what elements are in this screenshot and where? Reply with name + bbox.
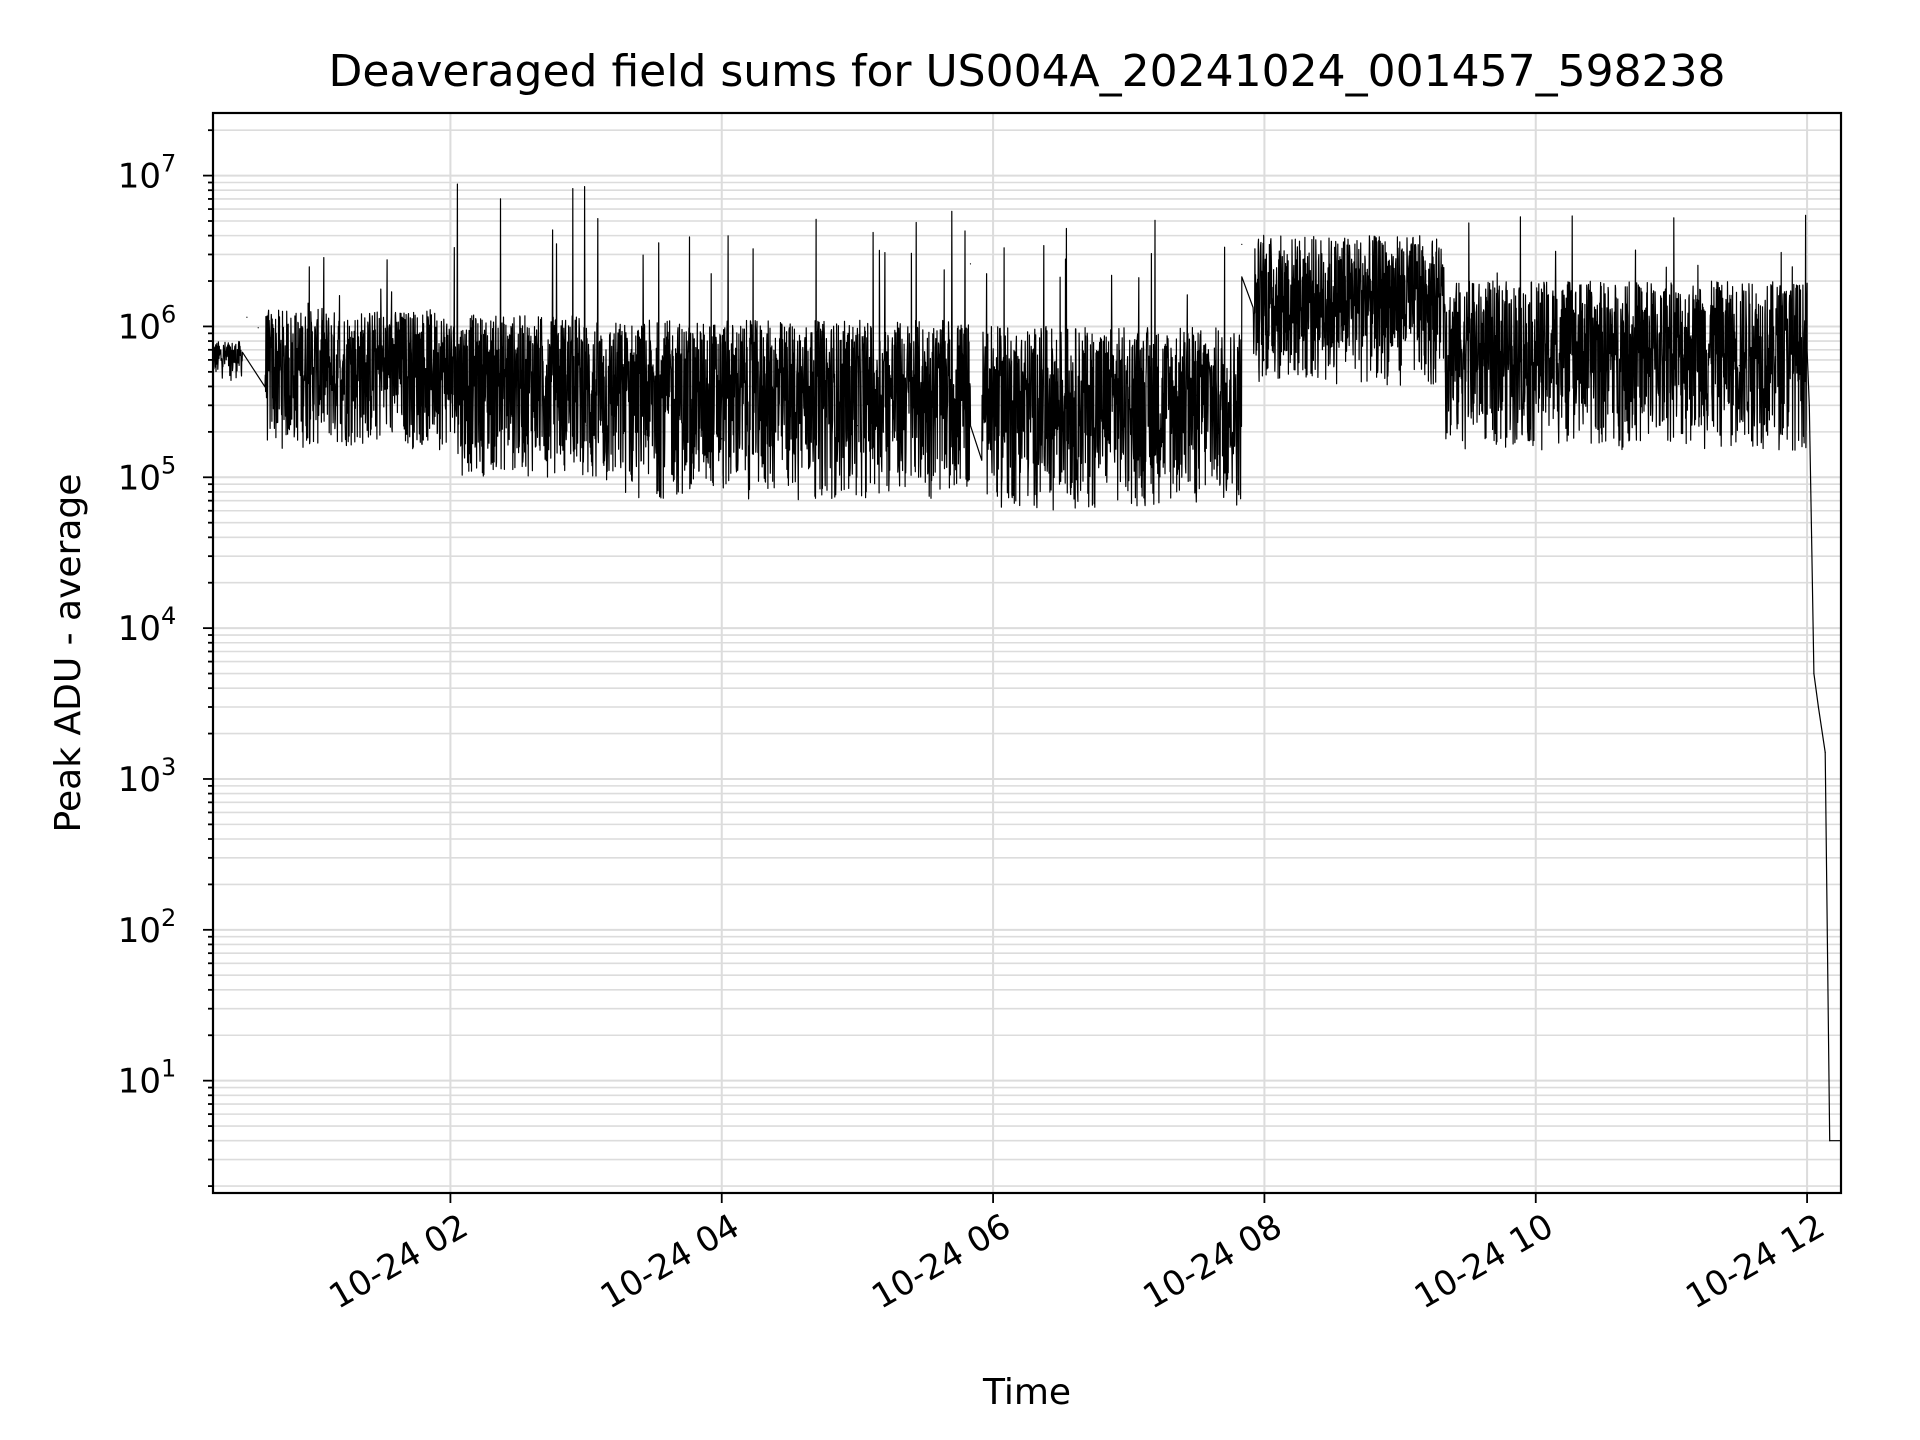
data-point: [235, 359, 237, 361]
y-tick-label: 102: [118, 904, 177, 951]
y-tick-label: 101: [118, 1055, 177, 1102]
data-point: [517, 404, 519, 406]
data-point: [1806, 349, 1808, 351]
data-point: [1808, 404, 1810, 406]
data-point: [585, 425, 587, 427]
data-point: [449, 378, 452, 380]
y-tick-label: 105: [118, 451, 177, 498]
data-point: [1602, 359, 1605, 361]
data-point: [1813, 672, 1815, 675]
data-point: [1399, 295, 1401, 297]
data-point: [1195, 394, 1198, 396]
x-axis-title: Time: [982, 1372, 1071, 1413]
data-point: [924, 409, 926, 411]
y-axis-title: Peak ADU - average: [48, 474, 89, 833]
grid: [213, 113, 1841, 1193]
data-point: [257, 327, 259, 329]
data-point: [246, 316, 248, 318]
data-point: [1535, 378, 1537, 380]
series-line: [212, 183, 1841, 1142]
data-point: [856, 425, 859, 427]
data-point: [1817, 706, 1819, 708]
data-point: [314, 349, 316, 351]
y-tick-label: 104: [118, 602, 177, 649]
data-point: [1128, 404, 1130, 406]
y-tick-label: 107: [118, 150, 177, 197]
data-point: [1263, 359, 1266, 361]
data-point: [1670, 359, 1673, 361]
data-point: [653, 431, 655, 433]
data-point: [1738, 365, 1740, 367]
data-point: [788, 431, 791, 433]
series-layer: [212, 183, 1842, 1142]
data-point: [1811, 536, 1813, 538]
data-point: [280, 363, 282, 366]
data-point: [1829, 1140, 1831, 1142]
data-point: [381, 357, 384, 359]
data-point: [1241, 243, 1243, 245]
chart-title: Deaveraged field sums for US004A_2024102…: [328, 46, 1725, 97]
data-point: [969, 263, 972, 265]
data-point: [1824, 751, 1826, 754]
y-tick-label: 103: [118, 753, 177, 800]
data-point: [1467, 371, 1469, 373]
data-point: [1060, 425, 1062, 427]
data-point: [992, 404, 994, 406]
plot-frame: [211, 111, 1843, 1195]
data-point: [1331, 308, 1333, 310]
y-tick-label: 106: [118, 300, 177, 347]
data-point: [721, 438, 723, 440]
